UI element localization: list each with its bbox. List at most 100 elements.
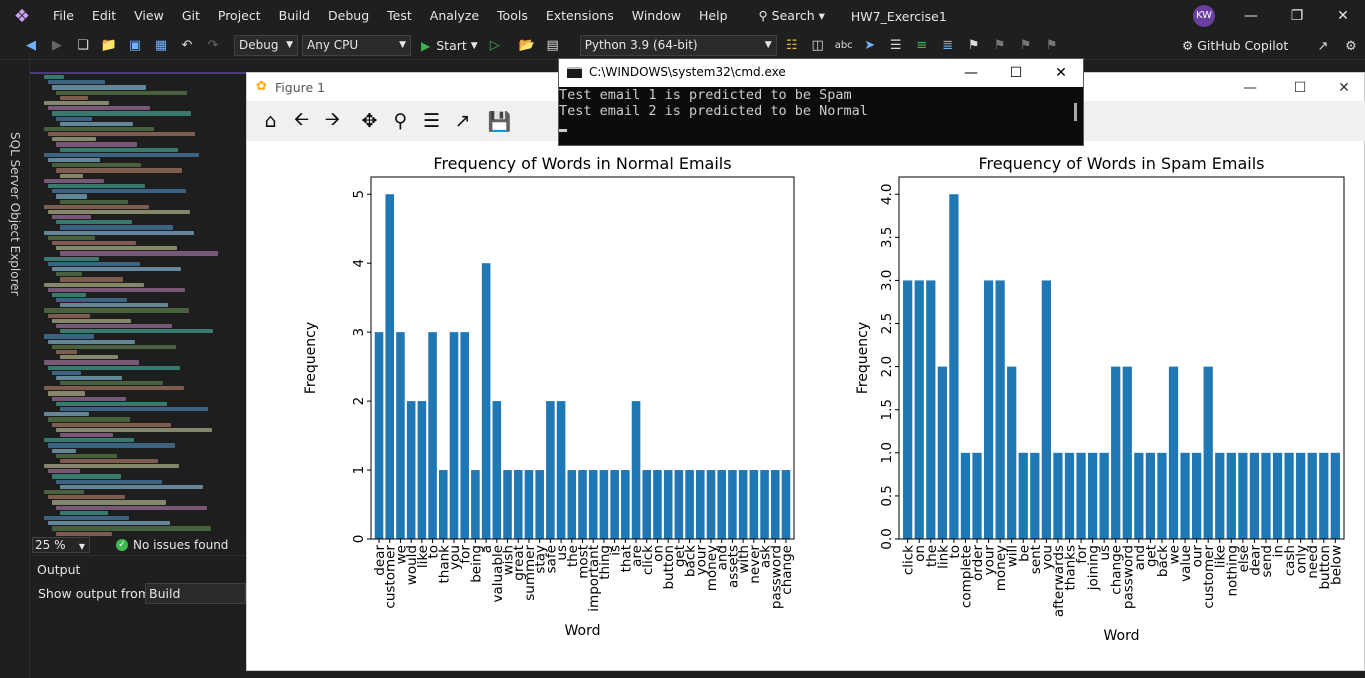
menu-tools[interactable]: Tools: [497, 8, 528, 23]
code-line: [44, 126, 154, 132]
bar: [983, 280, 994, 539]
code-line: [44, 100, 109, 106]
start-without-debugging-icon[interactable]: ▷: [489, 38, 500, 53]
check-icon: ✓: [116, 538, 128, 551]
x-tick-label: only: [1294, 545, 1310, 574]
menu-help[interactable]: Help: [699, 8, 728, 23]
issues-indicator[interactable]: ✓ No issues found: [116, 538, 228, 552]
cmd-title: C:\WINDOWS\system32\cmd.exe: [589, 65, 786, 79]
bar: [1215, 452, 1225, 539]
redo-icon[interactable]: ↷: [207, 38, 219, 53]
zoom-dropdown[interactable]: 25 % ▼: [32, 536, 90, 553]
x-tick-label: your: [982, 545, 998, 576]
undo-icon[interactable]: ↶: [181, 38, 193, 53]
save-all-icon[interactable]: ▦: [154, 38, 168, 53]
menu-extensions[interactable]: Extensions: [545, 8, 614, 23]
code-editor[interactable]: [30, 72, 246, 537]
menu-window[interactable]: Window: [631, 8, 682, 23]
bookmark-next-icon[interactable]: ⚑: [1019, 38, 1032, 53]
figure-close-button[interactable]: ✕: [1338, 80, 1350, 96]
code-line: [44, 334, 94, 339]
edit-axis-icon[interactable]: ↗: [454, 110, 471, 132]
x-tick-label: money: [704, 545, 720, 591]
cursor: [559, 129, 567, 132]
bar: [1064, 452, 1075, 539]
bar: [717, 470, 726, 539]
bookmark-prev-icon[interactable]: ⚑: [993, 38, 1006, 53]
package-icon[interactable]: ☷: [785, 38, 798, 53]
platform-dropdown[interactable]: Any CPU ▼: [302, 35, 411, 56]
y-tick-label: 4.0: [879, 183, 895, 204]
forward-icon[interactable]: 🡪: [324, 108, 341, 130]
diff-icon[interactable]: ☰: [889, 38, 902, 53]
code-line: [52, 163, 141, 168]
outdent-icon[interactable]: ≣: [942, 38, 954, 53]
cmd-minimize-button[interactable]: —: [964, 65, 978, 81]
menu-build[interactable]: Build: [278, 8, 311, 23]
menu-file[interactable]: File: [53, 8, 74, 23]
code-line: [48, 209, 190, 215]
home-icon[interactable]: ⌂: [264, 110, 277, 132]
figure-minimize-button[interactable]: —: [1243, 80, 1257, 96]
cmd-line: Test email 1 is predicted to be Spam: [559, 87, 852, 103]
configuration-dropdown[interactable]: Debug ▼: [234, 35, 298, 56]
close-button[interactable]: ✕: [1337, 8, 1349, 24]
menu-analyze[interactable]: Analyze: [429, 8, 480, 23]
code-line: [44, 438, 134, 443]
cmd-output[interactable]: Test email 1 is predicted to be Spam Tes…: [559, 87, 1083, 145]
figure-maximize-button[interactable]: ☐: [1293, 80, 1307, 96]
folder-icon[interactable]: 📂: [518, 38, 535, 53]
open-folder-icon[interactable]: 📁: [100, 38, 118, 53]
chevron-down-icon: ▼: [470, 40, 478, 51]
cmd-close-button[interactable]: ✕: [1055, 65, 1067, 81]
configure-icon[interactable]: ☰: [422, 110, 441, 132]
code-line: [52, 292, 86, 298]
y-tick-label: 3: [351, 328, 367, 337]
back-icon[interactable]: 🡨: [293, 108, 310, 130]
menu-debug[interactable]: Debug: [328, 8, 370, 23]
github-copilot-button[interactable]: ⚙ GitHub Copilot: [1182, 38, 1288, 53]
x-tick-label: wish: [501, 545, 517, 575]
menu-test[interactable]: Test: [387, 8, 412, 23]
pan-icon[interactable]: ✥: [361, 110, 378, 132]
zoom-icon[interactable]: ⚲: [393, 110, 408, 132]
cursor-icon[interactable]: ➤: [864, 38, 876, 53]
output-title: Output: [37, 562, 81, 577]
terminal-icon[interactable]: ▤: [546, 38, 559, 53]
spell-check-icon[interactable]: abc: [834, 40, 853, 51]
code-line: [52, 137, 96, 142]
start-button[interactable]: ▶ Start ▼: [421, 38, 478, 53]
settings-icon[interactable]: ⚙: [1345, 38, 1357, 54]
save-icon[interactable]: ▣: [128, 38, 142, 53]
navigate-back-icon[interactable]: ◀: [26, 38, 36, 53]
output-source-dropdown[interactable]: Build: [145, 583, 246, 604]
x-tick-label: customer: [383, 545, 399, 609]
avatar[interactable]: KW: [1193, 5, 1215, 27]
menu-git[interactable]: Git: [181, 8, 200, 23]
cmd-scrollbar[interactable]: [1074, 103, 1077, 121]
code-line: [44, 204, 149, 209]
new-project-icon[interactable]: ❏: [77, 38, 89, 53]
menu-project[interactable]: Project: [217, 8, 261, 23]
bar: [1007, 366, 1017, 539]
menu-view[interactable]: View: [134, 8, 164, 23]
python-environment-dropdown[interactable]: Python 3.9 (64-bit) ▼: [579, 35, 777, 56]
layout-icon[interactable]: ◫: [811, 38, 824, 53]
save-icon[interactable]: 💾: [487, 110, 512, 133]
cmd-maximize-button[interactable]: ☐: [1009, 65, 1023, 81]
bar: [599, 470, 609, 539]
navigate-forward-icon[interactable]: ▶: [52, 38, 62, 53]
menu-edit[interactable]: Edit: [91, 8, 117, 23]
restore-button[interactable]: ❐: [1290, 8, 1304, 24]
search-box[interactable]: ⚲ Search ▾: [758, 8, 825, 23]
indent-icon[interactable]: ≡: [916, 38, 928, 53]
minimize-button[interactable]: —: [1244, 8, 1258, 24]
share-icon[interactable]: ↗: [1317, 38, 1329, 54]
code-line: [56, 324, 172, 329]
axes-frame: [370, 176, 795, 540]
start-label: Start: [436, 38, 467, 53]
bookmark-clear-icon[interactable]: ⚑: [1045, 38, 1058, 53]
bookmark-icon[interactable]: ⚑: [967, 38, 980, 53]
configuration-value: Debug: [239, 38, 279, 52]
sql-server-object-explorer-tab[interactable]: SQL Server Object Explorer: [8, 132, 22, 296]
